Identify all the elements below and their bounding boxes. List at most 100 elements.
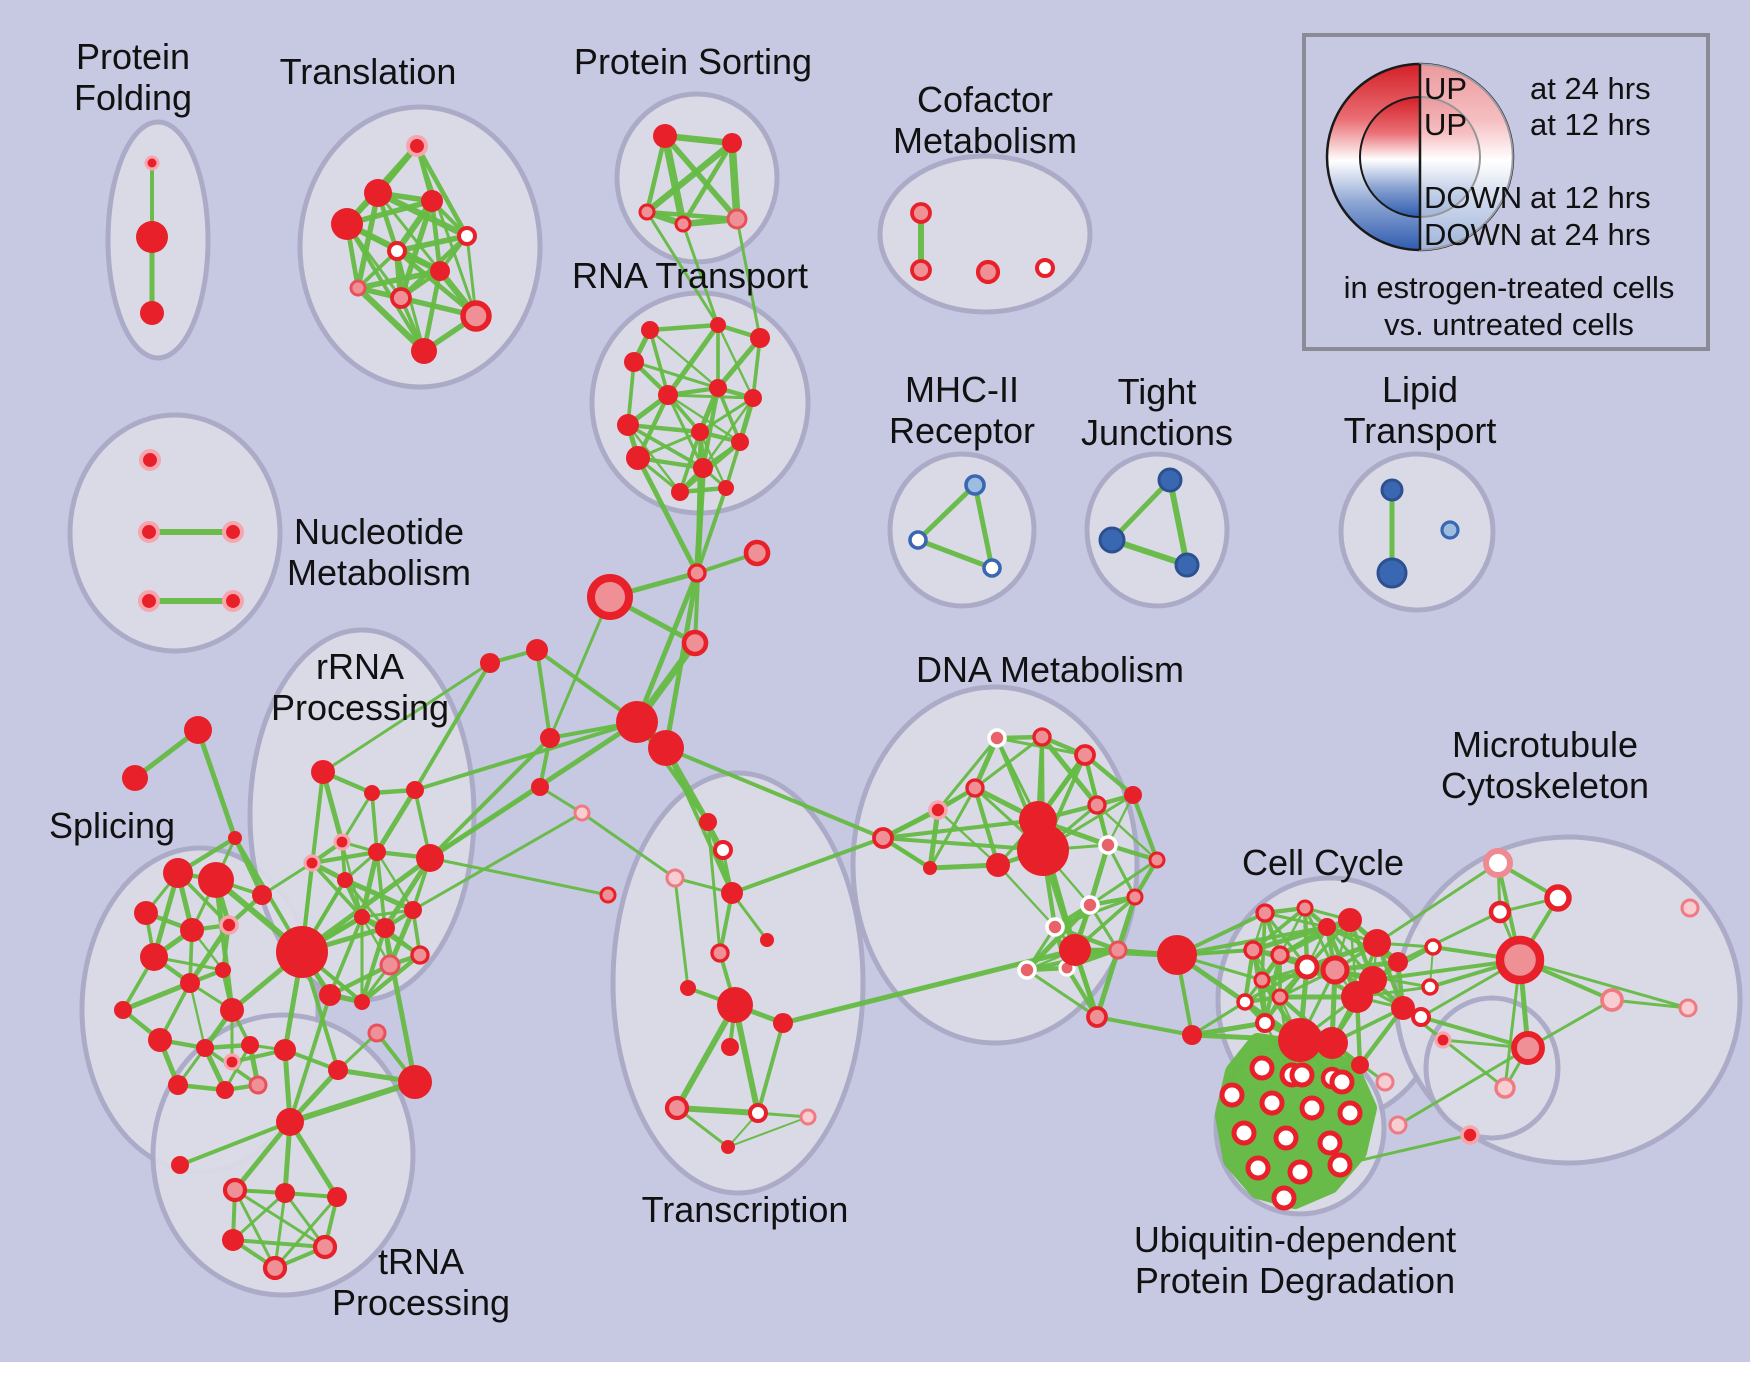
network-edge (1518, 958, 1690, 1010)
network-node (1243, 940, 1263, 960)
cluster-label-microtubule-cytoskeleton-line1: Microtubule (1451, 724, 1639, 765)
network-node (275, 1183, 295, 1203)
network-node (404, 901, 422, 919)
network-edge (321, 661, 492, 774)
network-edge (428, 785, 542, 860)
network-edge (728, 139, 741, 223)
network-edge (1610, 998, 1690, 1010)
network-node (1388, 952, 1408, 972)
network-edge (648, 328, 720, 390)
network-node (1289, 1062, 1315, 1088)
network-node (750, 328, 770, 348)
network-node (1080, 895, 1100, 915)
network-edge (1109, 477, 1173, 543)
network-node (693, 458, 713, 478)
network-edge (413, 720, 639, 792)
network-edge (625, 422, 703, 435)
network-node (421, 190, 443, 212)
network-node (1411, 1007, 1431, 1027)
cluster-ellipse-lipid-transport (1338, 451, 1496, 613)
network-node (1174, 552, 1200, 578)
cluster-label-cofactor-metabolism-line1: Cofactor (916, 79, 1054, 120)
network-node (1108, 940, 1128, 960)
network-node (274, 1039, 296, 1061)
network-edge (1190, 1000, 1247, 1037)
network-node (1376, 557, 1408, 589)
cluster-label-dna-metabolism: DNA Metabolism (915, 649, 1185, 690)
network-edge (233, 1188, 277, 1270)
network-edge (756, 1021, 785, 1115)
network-node (1680, 898, 1700, 918)
network-edge (1396, 1046, 1530, 1127)
network-edge (359, 952, 423, 1005)
network-edge (580, 811, 677, 880)
cluster-label-protein-folding-line2: Folding (73, 77, 193, 118)
network-edge (429, 198, 443, 274)
network-edge (674, 1105, 761, 1116)
network-node (241, 1036, 259, 1054)
network-edge (936, 808, 1000, 867)
network-edge (287, 1119, 340, 1200)
legend-time-label: at 12 hrs (1530, 180, 1651, 215)
network-node (731, 433, 749, 451)
network-node (674, 215, 692, 233)
network-node (354, 909, 370, 925)
network-node (1296, 899, 1314, 917)
network-node (1511, 1031, 1545, 1065)
network-node (138, 448, 162, 472)
network-node (965, 778, 985, 798)
network-edge (428, 736, 552, 860)
network-node (398, 1065, 432, 1099)
network-edge (1189, 1020, 1268, 1038)
network-edge (355, 268, 443, 291)
legend-pale-half (1419, 63, 1514, 251)
network-node (1045, 917, 1065, 937)
network-node (140, 301, 164, 325)
network-node (1388, 1115, 1408, 1135)
network-node (137, 589, 161, 613)
network-node (531, 778, 549, 796)
network-edge (673, 876, 690, 990)
network-node (387, 241, 407, 261)
network-edge (1263, 911, 1329, 929)
cluster-label-translation: Translation (279, 51, 457, 92)
network-node (196, 1039, 214, 1057)
network-node (910, 259, 932, 281)
network-edge (674, 1002, 738, 1111)
network-node (1273, 1125, 1299, 1151)
network-node (1148, 851, 1166, 869)
legend-time-label: at 24 hrs (1530, 71, 1651, 106)
network-edge (548, 595, 612, 740)
network-node (276, 926, 328, 978)
network-node (671, 483, 689, 501)
network-edge (664, 746, 885, 840)
network-node (526, 639, 548, 661)
network-node (220, 998, 244, 1022)
network-node (1494, 1077, 1516, 1099)
cluster-label-ubiquitin-degradation-line1: Ubiquitin-dependent (1133, 1219, 1457, 1260)
network-node (219, 915, 239, 935)
network-edge (213, 877, 235, 1013)
network-node (144, 155, 160, 171)
cluster-label-cell-cycle: Cell Cycle (1241, 842, 1405, 883)
network-node (198, 862, 234, 898)
cluster-label-tight-junctions-line1: Tight (1117, 371, 1197, 412)
network-node (1236, 993, 1254, 1011)
network-edge (936, 736, 999, 812)
network-node (221, 589, 245, 613)
network-edge (1088, 858, 1159, 907)
network-node (1299, 1095, 1325, 1121)
network-node (617, 414, 639, 436)
network-node (430, 261, 450, 281)
cluster-label-tight-junctions-line2: Junctions (1080, 412, 1234, 453)
network-node (406, 781, 424, 799)
network-edge (727, 1116, 809, 1148)
network-node (354, 994, 370, 1010)
network-node (1391, 996, 1415, 1020)
network-node (303, 854, 321, 872)
legend: UP at 24 hrs UP at 12 hrs DOWN at 12 hrs DO… (1302, 33, 1710, 351)
network-edge (643, 139, 736, 216)
network-edge (881, 836, 1045, 852)
network-node (140, 943, 168, 971)
network-edge (288, 993, 332, 1124)
